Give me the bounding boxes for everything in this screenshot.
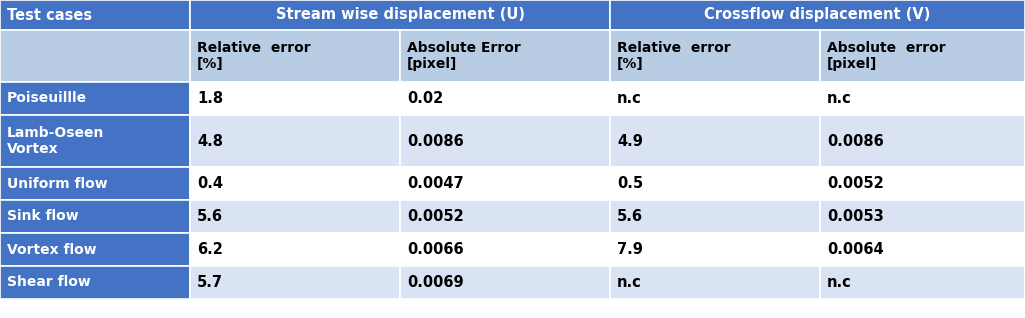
Bar [0,30,190,82]
Bar [400,233,610,266]
Bar [400,115,610,167]
Text: Test cases: Test cases [7,8,92,23]
Text: Absolute  error
[pixel]: Absolute error [pixel] [827,41,946,71]
Bar [190,30,400,82]
Bar [0,82,190,115]
Text: 0.0047: 0.0047 [407,176,463,191]
Bar [0,233,190,266]
Bar [400,82,610,115]
Text: 7.9: 7.9 [617,242,643,257]
Text: Sink flow: Sink flow [7,210,79,224]
Text: 0.02: 0.02 [407,91,443,106]
Bar [820,266,1025,299]
Text: 1.8: 1.8 [197,91,223,106]
Bar [400,30,610,82]
Bar [190,200,400,233]
Text: 5.6: 5.6 [197,209,223,224]
Text: 0.0053: 0.0053 [827,209,884,224]
Text: 0.0069: 0.0069 [407,275,463,290]
Text: 0.0066: 0.0066 [407,242,463,257]
Bar [610,0,1025,30]
Bar [820,167,1025,200]
Bar [0,115,190,167]
Text: Vortex flow: Vortex flow [7,243,96,257]
Text: 0.0086: 0.0086 [827,134,884,149]
Bar [400,167,610,200]
Text: 0.4: 0.4 [197,176,223,191]
Bar [400,266,610,299]
Text: n.c: n.c [827,275,852,290]
Text: 0.0052: 0.0052 [827,176,884,191]
Bar [190,82,400,115]
Bar [400,200,610,233]
Bar [820,115,1025,167]
Text: Stream wise displacement (U): Stream wise displacement (U) [276,8,525,23]
Text: 0.0064: 0.0064 [827,242,884,257]
Bar [610,233,820,266]
Bar [610,266,820,299]
Text: 0.0052: 0.0052 [407,209,463,224]
Bar [190,115,400,167]
Text: 4.8: 4.8 [197,134,223,149]
Text: Relative  error
[%]: Relative error [%] [197,41,311,71]
Text: 6.2: 6.2 [197,242,222,257]
Text: n.c: n.c [827,91,852,106]
Text: 5.6: 5.6 [617,209,643,224]
Text: Poiseuillle: Poiseuillle [7,92,87,106]
Text: Uniform flow: Uniform flow [7,176,108,190]
Text: Shear flow: Shear flow [7,275,91,289]
Bar [610,167,820,200]
Bar [820,30,1025,82]
Bar [820,233,1025,266]
Bar [190,0,610,30]
Bar [0,0,190,30]
Text: 0.5: 0.5 [617,176,643,191]
Bar [820,82,1025,115]
Text: Lamb-Oseen
Vortex: Lamb-Oseen Vortex [7,126,105,156]
Bar [190,167,400,200]
Text: 5.7: 5.7 [197,275,223,290]
Text: Relative  error
[%]: Relative error [%] [617,41,731,71]
Text: 0.0086: 0.0086 [407,134,463,149]
Bar [610,82,820,115]
Bar [0,167,190,200]
Bar [190,233,400,266]
Text: n.c: n.c [617,91,642,106]
Text: n.c: n.c [617,275,642,290]
Text: 4.9: 4.9 [617,134,643,149]
Bar [190,266,400,299]
Bar [0,266,190,299]
Bar [610,200,820,233]
Text: Crossflow displacement (V): Crossflow displacement (V) [704,8,931,23]
Text: Absolute Error
[pixel]: Absolute Error [pixel] [407,41,521,71]
Bar [820,200,1025,233]
Bar [0,200,190,233]
Bar [610,30,820,82]
Bar [610,115,820,167]
